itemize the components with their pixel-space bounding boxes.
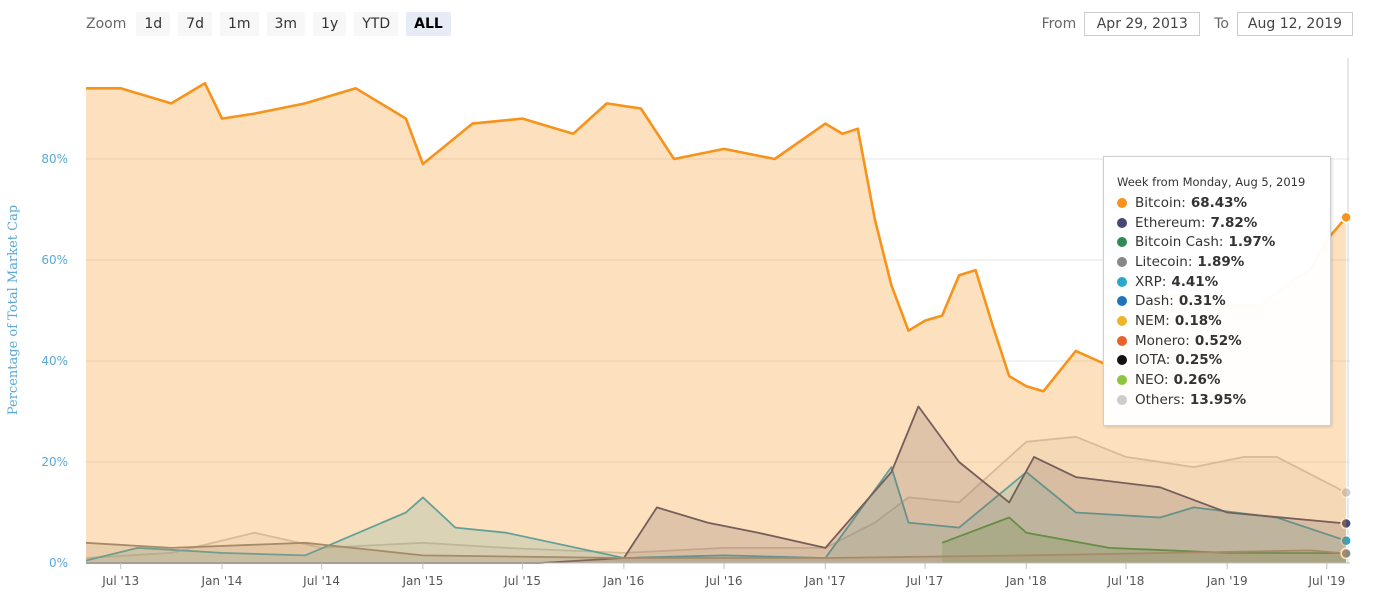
tooltip-series-value: 1.89%: [1197, 253, 1245, 270]
to-date-input[interactable]: Aug 12, 2019: [1237, 12, 1353, 36]
tooltip-series-name: Ethereum:: [1135, 214, 1206, 231]
series-marker-icon: [1117, 217, 1127, 228]
y-tick-label: 80%: [41, 152, 68, 166]
tooltip-series-value: 0.52%: [1194, 332, 1242, 349]
tooltip-series-name: Bitcoin Cash:: [1135, 234, 1224, 251]
zoom-all-button[interactable]: ALL: [406, 12, 451, 36]
tooltip-series-value: 7.82%: [1210, 214, 1258, 231]
x-tick-label: Jan '19: [1206, 574, 1248, 588]
series-marker-icon: [1117, 237, 1127, 248]
tooltip-series-value: 68.43%: [1190, 194, 1248, 211]
tooltip-row: Bitcoin Cash: 1.97%: [1104, 232, 1330, 252]
series-area: [86, 83, 1347, 564]
x-tick-label: Jul '15: [503, 574, 541, 588]
tooltip-series-name: IOTA:: [1135, 352, 1171, 369]
zoom-3m-button[interactable]: 3m: [266, 12, 306, 36]
series-marker-icon: [1117, 394, 1127, 405]
x-tick-label: Jan '15: [401, 574, 443, 588]
series-area: [86, 436, 1347, 563]
y-tick-label: 40%: [41, 354, 68, 368]
y-axis-title: Percentage of Total Market Cap: [6, 205, 21, 415]
tooltip-series-name: Others:: [1135, 391, 1185, 408]
tooltip-row: Others: 13.95%: [1104, 390, 1330, 410]
series-end-point: [1340, 534, 1352, 547]
x-tick-label: Jan '17: [804, 574, 846, 588]
series-end-point: [1340, 211, 1352, 224]
series-end-point: [1340, 486, 1352, 499]
series-line: [85, 541, 1347, 559]
tooltip-series-value: 0.31%: [1178, 293, 1226, 310]
series-area: [942, 517, 1347, 563]
to-label: To: [1214, 16, 1229, 32]
tooltip-row: Ethereum: 7.82%: [1104, 213, 1330, 233]
series-line: [86, 405, 1347, 564]
tooltip-row: NEO: 0.26%: [1104, 370, 1330, 390]
tooltip-series-value: 4.41%: [1171, 273, 1219, 290]
zoom-1m-button[interactable]: 1m: [219, 12, 259, 36]
tooltip-series-name: NEM:: [1135, 312, 1170, 329]
tooltip-series-name: NEO:: [1135, 372, 1169, 389]
tooltip-series-name: Monero:: [1135, 332, 1190, 349]
date-range-selector: From Apr 29, 2013 To Aug 12, 2019: [1028, 12, 1353, 36]
zoom-1y-button[interactable]: 1y: [313, 12, 347, 36]
from-label: From: [1041, 16, 1077, 32]
chart-tooltip: Week from Monday, Aug 5, 2019 Bitcoin: 68…: [1103, 156, 1331, 426]
series-end-point: [1340, 517, 1352, 530]
tooltip-series-value: 0.26%: [1173, 372, 1221, 389]
from-date-input[interactable]: Apr 29, 2013: [1084, 12, 1201, 36]
x-tick-label: Jul '16: [705, 574, 743, 588]
series-marker-icon: [1117, 375, 1127, 386]
series-area: [86, 467, 1347, 563]
tooltip-row: Dash: 0.31%: [1104, 291, 1330, 311]
zoom-toolbar: Zoom 1d 7d 1m 3m 1y YTD ALL: [86, 12, 459, 36]
y-tick-label: 20%: [41, 455, 68, 469]
series-area: [86, 406, 1347, 563]
tooltip-row: Monero: 0.52%: [1104, 331, 1330, 351]
y-tick-label: 60%: [41, 253, 68, 267]
tooltip-row: XRP: 4.41%: [1104, 272, 1330, 292]
series-marker-icon: [1117, 315, 1127, 326]
series-marker-icon: [1117, 256, 1127, 267]
tooltip-title: Week from Monday, Aug 5, 2019: [1117, 175, 1306, 189]
x-tick-label: Jan '14: [201, 574, 243, 588]
zoom-label: Zoom: [86, 16, 127, 32]
tooltip-series-value: 0.25%: [1175, 352, 1223, 369]
x-tick-label: Jul '19: [1307, 574, 1345, 588]
tooltip-row: Litecoin: 1.89%: [1104, 252, 1330, 272]
tooltip-series-value: 1.97%: [1228, 234, 1276, 251]
series-marker-icon: [1117, 335, 1127, 346]
x-tick-label: Jan '16: [602, 574, 644, 588]
tooltip-series-value: 0.18%: [1174, 312, 1222, 329]
series-marker-icon: [1117, 296, 1127, 307]
tooltip-series-name: Litecoin:: [1135, 253, 1193, 270]
series-marker-icon: [1117, 355, 1127, 366]
x-tick-label: Jul '17: [906, 574, 944, 588]
zoom-7d-button[interactable]: 7d: [178, 12, 212, 36]
series-line: [941, 516, 1347, 554]
tooltip-row: Bitcoin: 68.43%: [1104, 193, 1330, 213]
tooltip-series-name: Dash:: [1135, 293, 1174, 310]
zoom-1d-button[interactable]: 1d: [136, 12, 171, 36]
tooltip-series-value: 13.95%: [1189, 391, 1247, 408]
series-end-point: [1340, 547, 1352, 560]
tooltip-series-name: Bitcoin:: [1135, 194, 1186, 211]
tooltip-series-name: XRP:: [1135, 273, 1167, 290]
series-area: [86, 542, 1347, 563]
x-tick-label: Jan '18: [1005, 574, 1047, 588]
x-tick-label: Jul '13: [101, 574, 139, 588]
x-tick-label: Jul '18: [1106, 574, 1144, 588]
series-line: [85, 466, 1347, 562]
tooltip-row: IOTA: 0.25%: [1104, 351, 1330, 371]
tooltip-row: NEM: 0.18%: [1104, 311, 1330, 331]
y-tick-label: 0%: [49, 556, 68, 570]
x-tick-label: Jul '14: [302, 574, 340, 588]
zoom-ytd-button[interactable]: YTD: [354, 12, 399, 36]
series-marker-icon: [1117, 197, 1127, 208]
series-marker-icon: [1117, 276, 1127, 287]
